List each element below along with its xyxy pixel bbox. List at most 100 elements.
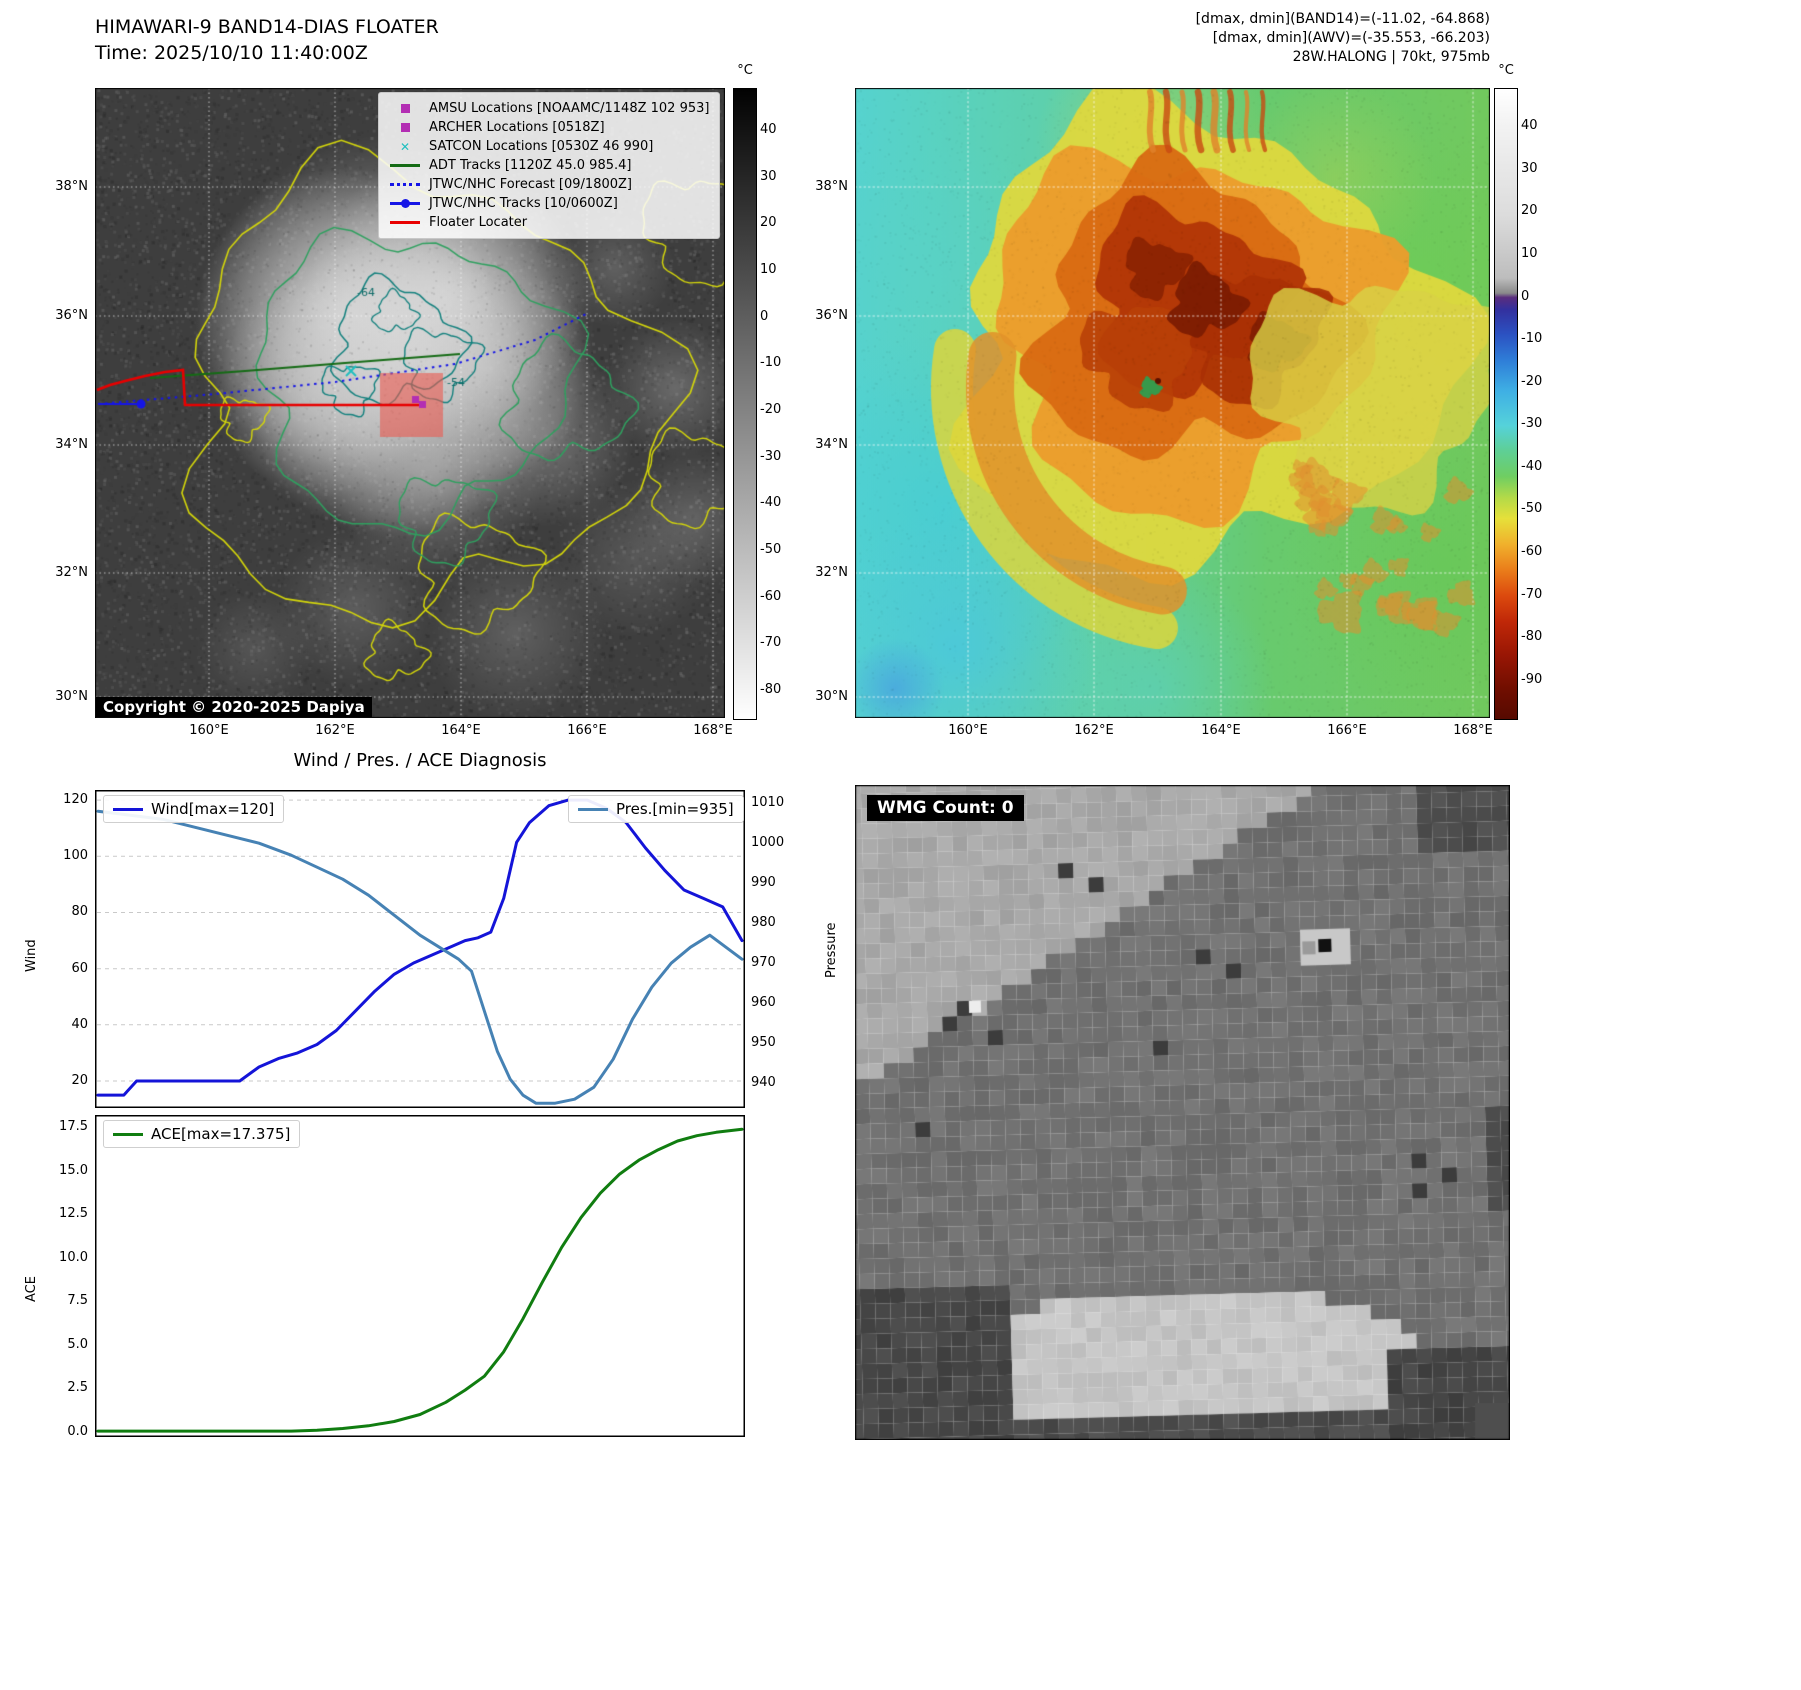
colorbar-tick-label: -40 (1521, 458, 1543, 474)
wind-tick-label: 100 (63, 848, 88, 864)
line-dot-icon (389, 199, 421, 208)
lat-tick-label: 34°N (815, 437, 848, 452)
colorbar-tick-label: -70 (760, 635, 782, 651)
pressure-legend: Pres.[min=935] (568, 795, 744, 823)
colorbar-tick-label: -30 (1521, 416, 1543, 432)
ace-tick-label: 0.0 (67, 1423, 88, 1439)
colorbar-tick-label: -50 (1521, 501, 1543, 517)
pressure-legend-label: Pres.[min=935] (616, 800, 734, 818)
lon-tick-label: 168°E (693, 723, 733, 738)
map-legend-label: SATCON Locations [0530Z 46 990] (429, 139, 654, 154)
wmg-count-badge: WMG Count: 0 (867, 795, 1024, 821)
wind-tick-label: 60 (71, 960, 88, 976)
ace-tick-label: 5.0 (67, 1336, 88, 1352)
lon-tick-label: 166°E (1327, 723, 1367, 738)
lon-tick-label: 162°E (1074, 723, 1114, 738)
copyright-badge: Copyright © 2020-2025 Dapiya (96, 697, 372, 717)
dmax-dmin-awv: [dmax, dmin](AWV)=(-35.553, -66.203) (1212, 30, 1490, 46)
lat-tick-label: 36°N (815, 308, 848, 323)
wind-legend: Wind[max=120] (103, 795, 285, 823)
map-legend-label: ARCHER Locations [0518Z] (429, 120, 605, 135)
colorbar-tick-label: 20 (1521, 203, 1538, 219)
pressure-tick-label: 950 (751, 1035, 776, 1051)
square-marker-icon (389, 123, 421, 132)
diagnosis-title: Wind / Pres. / ACE Diagnosis (293, 750, 547, 771)
map-legend-item: AMSU Locations [NOAAMC/1148Z 102 953] (389, 99, 709, 118)
colorbar-tick-label: 30 (760, 168, 777, 184)
lat-tick-label: 34°N (55, 437, 88, 452)
pressure-tick-label: 940 (751, 1075, 776, 1091)
wind-tick-label: 40 (71, 1016, 88, 1032)
wind-axis-label: Wind (24, 939, 39, 972)
colorbar-tick-label: -20 (760, 402, 782, 417)
lat-tick-label: 36°N (55, 308, 88, 323)
colorbar-tick-label: -10 (760, 355, 782, 371)
colorbar-tick-label: 40 (760, 122, 777, 137)
ace-tick-label: 10.0 (59, 1249, 88, 1265)
lon-tick-label: 164°E (1201, 723, 1241, 738)
line-icon (389, 221, 421, 224)
x-marker-icon: ✕ (399, 139, 411, 154)
map-legend-label: Floater Locater (429, 215, 528, 230)
lat-tick-label: 30°N (815, 689, 848, 704)
dotted-line-icon (389, 183, 421, 186)
lat-tick-label: 32°N (55, 565, 88, 580)
color-ir-colorbar (1494, 88, 1518, 720)
wind-pressure-chart (95, 790, 745, 1108)
map-legend-label: ADT Tracks [1120Z 45.0 985.4] (429, 158, 632, 173)
ace-axis-label: ACE (24, 1276, 39, 1302)
colorbar-tick-label: -80 (1521, 629, 1543, 645)
storm-id-intensity: 28W.HALONG | 70kt, 975mb (1292, 49, 1490, 65)
wind-tick-label: 120 (63, 792, 88, 808)
colorbar-tick-label: -80 (760, 682, 782, 697)
ace-tick-label: 12.5 (59, 1206, 88, 1222)
wind-tick-label: 80 (71, 904, 88, 920)
pressure-tick-label: 980 (751, 915, 776, 931)
map-legend-label: AMSU Locations [NOAAMC/1148Z 102 953] (429, 101, 710, 116)
ace-tick-label: 17.5 (59, 1119, 88, 1135)
band14-time: Time: 2025/10/10 11:40:00Z (95, 42, 368, 64)
band14-colorbar-unit: °C (737, 63, 753, 78)
map-legend-label: JTWC/NHC Tracks [10/0600Z] (429, 196, 618, 211)
lon-tick-label: 160°E (948, 723, 988, 738)
colorbar-tick-label: -40 (760, 495, 782, 511)
colorbar-tick-label: 30 (1521, 160, 1538, 176)
colorbar-tick-label: 40 (1521, 118, 1538, 134)
map-legend-item: ARCHER Locations [0518Z] (389, 118, 709, 137)
pressure-axis-label: Pressure (824, 922, 839, 978)
colorbar-tick-label: 10 (1521, 246, 1538, 261)
lon-tick-label: 164°E (441, 723, 481, 738)
band14-colorbar (733, 88, 757, 720)
colorbar-tick-label: 10 (760, 262, 777, 277)
line-icon (389, 164, 421, 167)
ace-tick-label: 15.0 (59, 1162, 88, 1178)
map-legend-item: JTWC/NHC Tracks [10/0600Z] (389, 194, 709, 213)
lat-tick-label: 30°N (55, 689, 88, 704)
storm-annotations: [dmax, dmin](BAND14)=(-11.02, -64.868) [… (950, 10, 1490, 67)
lon-tick-label: 162°E (315, 723, 355, 738)
pressure-tick-label: 1000 (751, 835, 785, 851)
ace-chart (95, 1115, 745, 1437)
lat-tick-label: 38°N (55, 179, 88, 194)
map-legend-item: ✕ SATCON Locations [0530Z 46 990] (389, 137, 709, 156)
wind-line-sample (113, 807, 143, 811)
pressure-tick-label: 970 (751, 955, 776, 971)
color-ir-colorbar-unit: °C (1498, 63, 1514, 78)
pressure-tick-label: 1010 (751, 795, 785, 811)
map-legend-label: JTWC/NHC Forecast [09/1800Z] (429, 177, 632, 192)
lon-tick-label: 168°E (1453, 723, 1493, 738)
map-legend: AMSU Locations [NOAAMC/1148Z 102 953] ARC… (378, 92, 721, 239)
ace-legend: ACE[max=17.375] (103, 1120, 301, 1148)
colorbar-tick-label: 20 (760, 215, 777, 231)
colorbar-tick-label: -30 (760, 448, 782, 464)
wind-tick-label: 20 (71, 1073, 88, 1089)
colorbar-tick-label: -70 (1521, 586, 1543, 602)
colorbar-tick-label: -90 (1521, 671, 1543, 687)
colorbar-tick-label: -10 (1521, 331, 1543, 347)
lat-tick-label: 38°N (815, 179, 848, 194)
colorbar-tick-label: 0 (1521, 288, 1530, 304)
lon-tick-label: 166°E (567, 723, 607, 738)
colorbar-tick-label: -60 (760, 588, 782, 604)
wind-legend-label: Wind[max=120] (151, 800, 275, 818)
map-legend-item: ADT Tracks [1120Z 45.0 985.4] (389, 156, 709, 175)
